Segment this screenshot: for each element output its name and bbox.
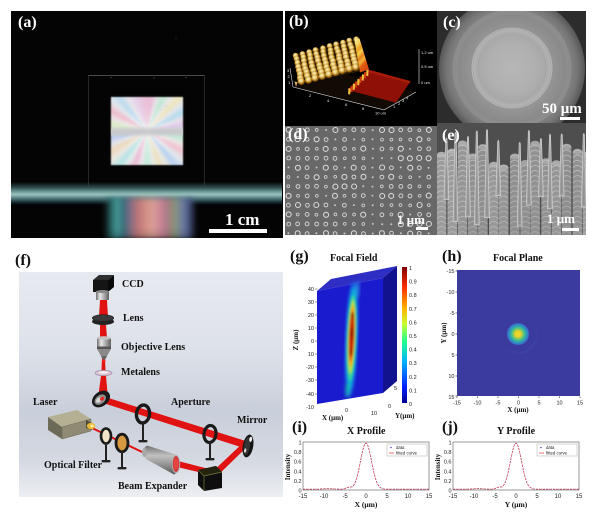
svg-text:0: 0 [451,332,454,338]
svg-text:8: 8 [362,106,365,111]
svg-text:0.4: 0.4 [444,469,452,475]
svg-text:Z (μm): Z (μm) [292,329,300,351]
svg-text:4: 4 [406,95,409,100]
svg-text:X (μm): X (μm) [355,500,378,509]
svg-text:-10: -10 [320,494,329,500]
svg-text:0.6: 0.6 [409,320,417,326]
svg-text:5: 5 [394,386,397,392]
svg-text:2: 2 [309,93,312,98]
svg-text:15: 15 [426,494,433,500]
svg-text:4: 4 [327,98,330,103]
svg-text:-20: -20 [306,365,314,371]
svg-text:X (μm): X (μm) [507,406,529,414]
svg-text:10: 10 [556,401,562,407]
svg-text:30: 30 [308,300,314,306]
svg-text:5: 5 [451,353,454,359]
svg-text:Intensity: Intensity [284,453,292,480]
svg-text:3: 3 [402,98,405,103]
svg-text:-10: -10 [474,401,482,407]
svg-text:1: 1 [393,104,396,109]
svg-text:0: 0 [364,494,368,500]
svg-text:Y (μm): Y (μm) [505,500,528,509]
svg-text:2: 2 [398,101,401,106]
svg-text:fitted curve: fitted curve [546,451,568,456]
svg-text:1.2 um: 1.2 um [421,50,434,55]
svg-text:0.8: 0.8 [409,293,417,299]
svg-text:1: 1 [448,441,451,447]
svg-text:3: 3 [287,68,290,73]
svg-text:-5: -5 [342,494,348,500]
svg-text:0.5: 0.5 [409,334,417,340]
svg-text:5: 5 [385,494,389,500]
svg-text:Y (μm): Y (μm) [440,322,448,344]
svg-text:Y(μm): Y(μm) [395,412,415,420]
svg-text:X (μm): X (μm) [322,414,344,422]
svg-text:0.8: 0.8 [294,450,302,456]
svg-text:5: 5 [537,401,540,407]
svg-text:0.9: 0.9 [409,280,417,286]
svg-text:-15: -15 [447,269,455,275]
svg-text:-10: -10 [470,494,479,500]
svg-text:-5: -5 [496,401,501,407]
svg-text:6: 6 [345,102,348,107]
svg-text:-10: -10 [447,290,455,296]
svg-text:10: 10 [308,326,314,332]
svg-text:0.4: 0.4 [294,469,302,475]
svg-text:-10: -10 [306,405,314,411]
svg-text:0.2: 0.2 [294,479,302,485]
svg-text:0: 0 [517,401,520,407]
svg-text:1: 1 [288,80,291,85]
svg-text:0.1: 0.1 [409,388,417,394]
svg-text:2: 2 [288,74,291,79]
svg-text:10: 10 [371,411,377,417]
svg-text:0: 0 [345,408,348,414]
svg-text:0: 0 [311,339,314,345]
svg-text:0: 0 [448,489,451,495]
svg-text:-5: -5 [450,311,455,317]
svg-text:0.4: 0.4 [409,348,417,354]
svg-text:-15: -15 [449,494,458,500]
svg-text:0.2: 0.2 [444,479,452,485]
svg-text:-15: -15 [299,494,308,500]
svg-text:20: 20 [308,313,314,319]
svg-text:-30: -30 [306,378,314,384]
svg-text:0.3: 0.3 [409,361,417,367]
svg-text:0.6: 0.6 [444,460,452,466]
svg-text:-5: -5 [492,494,498,500]
svg-text:1: 1 [298,441,301,447]
svg-text:Intensity: Intensity [434,453,442,480]
svg-text:0: 0 [388,404,391,410]
svg-text:0.8: 0.8 [444,450,452,456]
svg-text:40: 40 [308,287,314,293]
svg-text:fitted curve: fitted curve [396,451,418,456]
svg-text:data: data [396,445,405,450]
svg-text:-15: -15 [453,401,461,407]
svg-text:-40: -40 [306,392,314,398]
svg-text:15: 15 [448,395,454,401]
svg-text:10: 10 [448,374,454,380]
svg-text:0: 0 [514,494,518,500]
svg-text:0: 0 [409,402,412,408]
svg-text:0 um: 0 um [421,80,431,85]
svg-text:5: 5 [535,494,539,500]
svg-text:15: 15 [577,401,583,407]
svg-text:10: 10 [308,352,314,358]
svg-text:data: data [546,445,555,450]
svg-text:0.7: 0.7 [409,307,417,313]
svg-text:1: 1 [409,266,412,272]
svg-text:0: 0 [298,489,301,495]
svg-text:0.6: 0.6 [294,460,302,466]
svg-text:10: 10 [405,494,412,500]
svg-text:0.2: 0.2 [409,375,417,381]
svg-text:10: 10 [555,494,562,500]
svg-text:10 um: 10 um [375,111,387,116]
svg-text:0.5 um: 0.5 um [421,64,434,69]
svg-text:15: 15 [576,494,583,500]
